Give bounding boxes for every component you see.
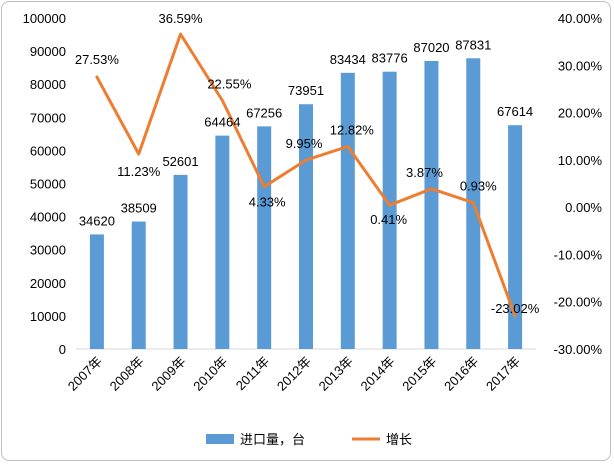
bar-data-label: 34620 xyxy=(79,213,115,228)
x-axis-category-label: 2010年 xyxy=(190,354,230,394)
growth-line xyxy=(95,32,517,318)
bar xyxy=(89,234,104,349)
line-data-label: 4.33% xyxy=(249,195,286,210)
bar-data-label: 67256 xyxy=(246,105,282,120)
bar xyxy=(340,72,355,349)
bar-data-label: 83776 xyxy=(372,51,408,66)
x-axis-category-label: 2015年 xyxy=(399,354,439,394)
line-data-label: 9.95% xyxy=(286,136,323,151)
left-axis-tick-label: 60000 xyxy=(30,143,66,158)
bar-data-label: 73951 xyxy=(288,83,324,98)
bar-data-label: 38509 xyxy=(121,201,157,216)
line-data-label: 36.59% xyxy=(158,11,203,26)
line-data-label: 3.87% xyxy=(406,165,443,180)
left-axis-tick-label: 20000 xyxy=(30,276,66,291)
right-axis-tick-label: 30.00% xyxy=(558,58,603,73)
left-axis-tick-label: 40000 xyxy=(30,210,66,225)
legend-swatch-bar xyxy=(206,434,234,444)
right-axis-tick-label: 40.00% xyxy=(558,11,603,26)
x-axis-category-label: 2014年 xyxy=(358,354,398,394)
x-axis-category-label: 2011年 xyxy=(233,354,273,394)
right-axis-tick-label: 10.00% xyxy=(558,153,603,168)
line-data-label: 11.23% xyxy=(117,164,161,179)
x-axis-category-label: 2008年 xyxy=(107,354,147,394)
left-axis-tick-label: 90000 xyxy=(30,44,66,59)
bar xyxy=(131,221,146,349)
x-axis-category-label: 2007年 xyxy=(65,354,105,394)
left-axis-tick-label: 30000 xyxy=(30,243,66,258)
x-axis-category-label: 2016年 xyxy=(441,354,481,394)
legend-label-line: 增长 xyxy=(386,432,412,447)
legend-label-bar: 进口量，台 xyxy=(240,432,305,447)
line-data-label: 22.55% xyxy=(207,77,252,92)
line-data-label: 0.41% xyxy=(370,212,407,227)
bar-data-label: 87831 xyxy=(455,37,491,52)
bar-data-label: 52601 xyxy=(162,154,198,169)
bar xyxy=(382,71,397,349)
bar xyxy=(508,125,523,349)
left-axis-tick-label: 50000 xyxy=(30,177,66,192)
x-axis-category-label: 2017年 xyxy=(483,354,523,394)
right-axis-tick-label: 20.00% xyxy=(558,106,603,121)
right-axis-tick-label: 0.00% xyxy=(565,200,602,215)
left-axis-tick-label: 100000 xyxy=(23,11,66,26)
left-axis-tick-label: 70000 xyxy=(30,110,66,125)
x-axis-category-label: 2009年 xyxy=(148,354,188,394)
left-axis-tick-label: 80000 xyxy=(30,77,66,92)
x-axis-category-label: 2012年 xyxy=(274,354,314,394)
bar xyxy=(424,60,439,349)
bar xyxy=(173,174,188,349)
line-data-label: 0.93% xyxy=(460,179,497,194)
right-axis-tick-label: -30.00% xyxy=(554,342,603,357)
bar xyxy=(257,126,272,350)
left-axis-tick-label: 0 xyxy=(59,342,66,357)
line-data-label: 12.82% xyxy=(330,123,375,138)
bar xyxy=(215,135,230,349)
right-axis-tick-label: -10.00% xyxy=(554,247,603,262)
line-data-label: -23.02% xyxy=(491,301,540,316)
bar-data-label: 64464 xyxy=(204,115,240,130)
bar xyxy=(299,104,313,349)
left-axis-tick-label: 10000 xyxy=(30,309,66,324)
line-data-label: 27.53% xyxy=(75,52,120,67)
right-axis-tick-label: -20.00% xyxy=(554,295,603,310)
bar-data-label: 67614 xyxy=(497,104,533,119)
bar-data-label: 83434 xyxy=(330,52,366,67)
x-axis-category-label: 2013年 xyxy=(316,354,356,394)
bar-data-label: 87020 xyxy=(413,40,449,55)
